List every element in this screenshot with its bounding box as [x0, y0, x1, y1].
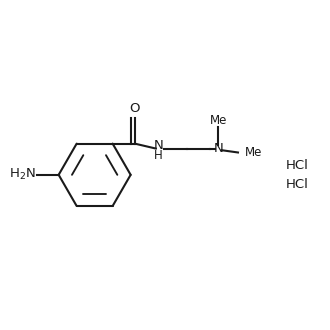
- Text: Me: Me: [210, 114, 227, 127]
- Text: HCl: HCl: [286, 178, 309, 191]
- Text: HCl: HCl: [286, 158, 309, 172]
- Text: N: N: [153, 139, 163, 152]
- Text: H$_2$N: H$_2$N: [9, 167, 36, 182]
- Text: H: H: [154, 149, 163, 162]
- Text: Me: Me: [245, 146, 262, 159]
- Text: O: O: [130, 102, 140, 115]
- Text: N: N: [214, 142, 223, 155]
